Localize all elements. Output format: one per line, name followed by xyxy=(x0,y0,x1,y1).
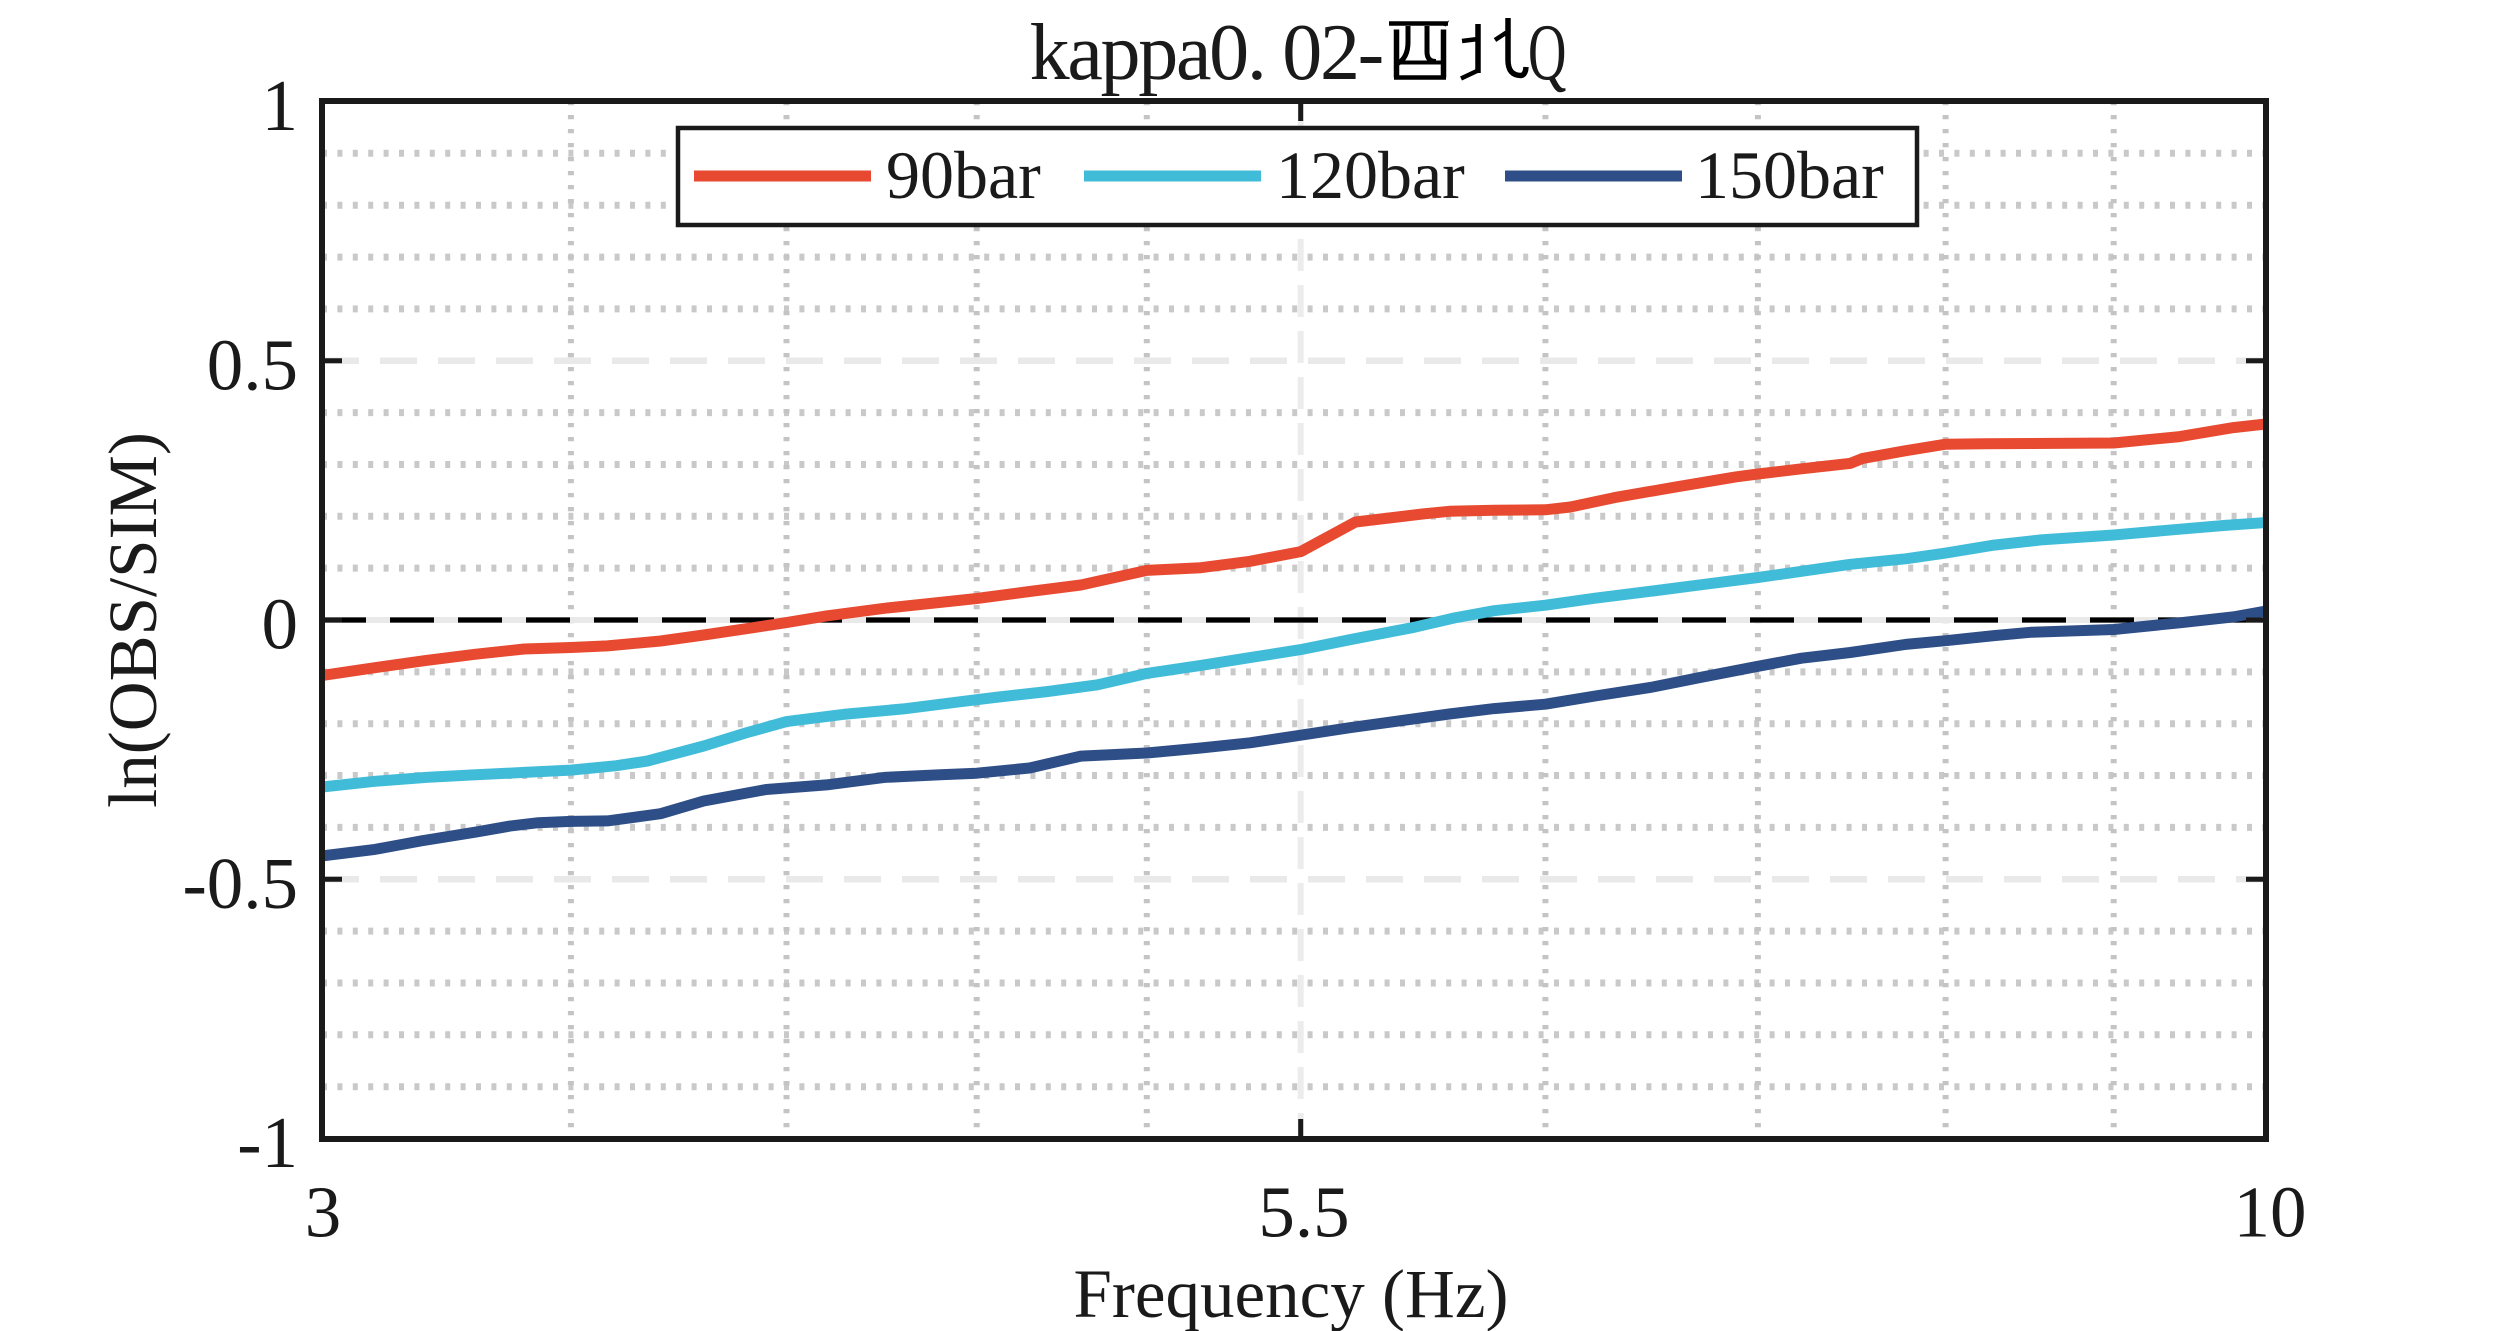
svg-text:ln(OBS/SIM): ln(OBS/SIM) xyxy=(95,432,171,808)
svg-text:Q: Q xyxy=(1528,7,1566,97)
svg-text:10: 10 xyxy=(2234,1172,2307,1253)
svg-text:1: 1 xyxy=(262,65,299,146)
svg-text:5.5: 5.5 xyxy=(1258,1172,1349,1253)
svg-text:-0.5: -0.5 xyxy=(182,843,298,924)
svg-text:kappa0. 02-: kappa0. 02- xyxy=(1030,9,1382,97)
svg-text:3: 3 xyxy=(305,1172,342,1253)
svg-text:-1: -1 xyxy=(237,1102,298,1183)
svg-text:90bar: 90bar xyxy=(886,137,1041,213)
svg-text:120bar: 120bar xyxy=(1276,137,1465,213)
svg-text:0.5: 0.5 xyxy=(207,325,298,406)
svg-text:150bar: 150bar xyxy=(1695,137,1884,213)
svg-text:0: 0 xyxy=(262,584,299,665)
svg-text:Frequency (Hz): Frequency (Hz) xyxy=(1074,1256,1509,1331)
